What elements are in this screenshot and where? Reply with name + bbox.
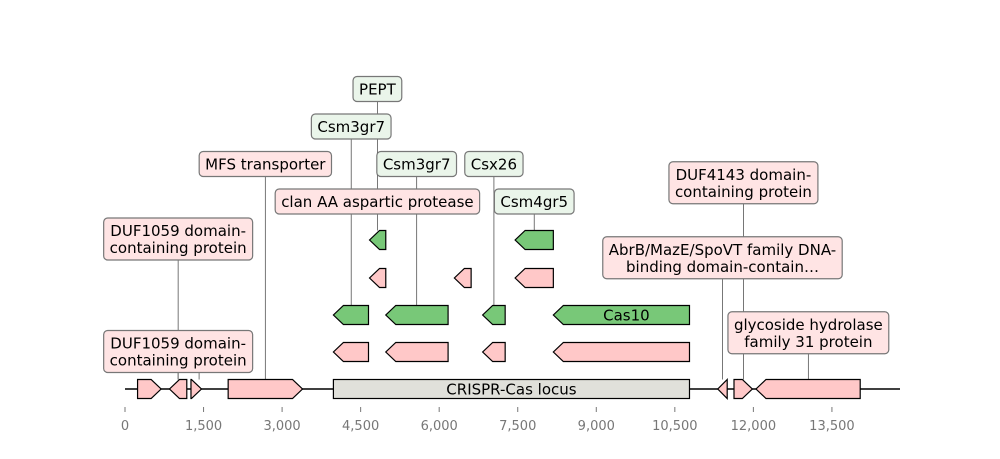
feature-label-box <box>668 161 819 205</box>
feature-label-box <box>493 188 575 215</box>
gene-arrow <box>384 304 449 326</box>
gene-arrow <box>368 267 387 289</box>
feature-label-text: PEPT <box>359 81 397 99</box>
feature-label-text: Csm3gr7 <box>383 156 451 174</box>
label-links <box>177 89 809 380</box>
gene-arrow <box>384 341 449 363</box>
gene-arrow <box>453 267 472 289</box>
feature-label-text: binding domain-contain… <box>626 258 819 276</box>
feature-labels: DUF1059 domain-containing proteinDUF1059… <box>103 75 890 374</box>
feature-label-box <box>727 311 890 355</box>
gene-arrow <box>368 229 387 251</box>
feature-label: Csm3gr7 <box>376 150 458 178</box>
feature-label-text: clan AA aspartic protease <box>281 193 473 211</box>
feature-label-text: Csm4gr5 <box>500 193 568 211</box>
x-axis: 0 1,500 3,000 4,500 6,000 7,500 9,000 10,500 12,… <box>121 407 855 434</box>
x-tick-label: 9,000 <box>578 419 615 434</box>
feature-label-box <box>103 217 254 261</box>
feature-label-box <box>103 329 254 374</box>
x-tick-label: 4,500 <box>342 419 379 434</box>
feature-label: PEPT <box>352 75 403 103</box>
feature-label-text: containing protein <box>675 183 812 201</box>
feature-label-box <box>274 188 481 215</box>
gene-arrow <box>227 378 304 400</box>
feature-label-text: Csm3gr7 <box>317 118 385 136</box>
gene-arrow <box>552 341 691 363</box>
x-tick-label: 0 <box>121 419 129 434</box>
x-tick-label: 7,500 <box>499 419 536 434</box>
crispr-cas-locus <box>332 378 691 400</box>
gene-arrow <box>733 378 754 400</box>
x-tick-label: 10,500 <box>652 419 698 434</box>
feature-label-text: AbrB/MazE/SpoVT family DNA- <box>609 241 836 259</box>
gene-arrow <box>168 378 188 400</box>
feature-label: DUF1059 domain-containing protein <box>103 217 254 261</box>
feature-label: DUF1059 domain-containing protein <box>103 329 254 374</box>
gene-arrow <box>716 378 728 400</box>
feature-label-box <box>376 150 458 178</box>
feature-label: AbrB/MazE/SpoVT family DNA-binding domai… <box>602 236 843 280</box>
feature-label-box <box>464 150 524 178</box>
x-tick-label: 13,500 <box>809 419 855 434</box>
feature-label: DUF4143 domain-containing protein <box>668 161 819 205</box>
gene-arrow <box>136 378 163 400</box>
gene-arrow <box>190 378 203 400</box>
x-tick-label: 3,000 <box>263 419 300 434</box>
gene-arrow <box>481 304 506 326</box>
gene-features: Cas10 <box>136 229 861 400</box>
gene-arrow <box>332 341 370 363</box>
gene-arrow <box>552 304 691 326</box>
feature-label-text: Csx26 <box>471 156 517 174</box>
gene-arrow <box>514 267 554 289</box>
feature-label: clan AA aspartic protease <box>274 188 481 215</box>
feature-label-text: DUF4143 domain- <box>676 166 812 184</box>
feature-label-box <box>310 113 392 140</box>
gene-label: Cas10 <box>603 307 650 325</box>
feature-label-box <box>602 236 843 280</box>
feature-label-text: DUF1059 domain- <box>110 222 246 240</box>
x-tick-label: 12,000 <box>731 419 777 434</box>
gene-arrow <box>481 341 506 363</box>
feature-label: Csx26 <box>464 150 524 178</box>
crispr-cas-locus-label: CRISPR-Cas locus <box>446 381 576 399</box>
x-tick-label: 6,000 <box>421 419 458 434</box>
feature-label-box <box>352 75 403 103</box>
feature-label: Csm3gr7 <box>310 113 392 140</box>
feature-label: Csm4gr5 <box>493 188 575 215</box>
feature-label-text: family 31 protein <box>744 333 872 351</box>
feature-label-text: containing protein <box>110 239 247 257</box>
x-tick-label: 1,500 <box>185 419 222 434</box>
feature-label-text: MFS transporter <box>205 156 326 174</box>
gene-arrow <box>332 304 370 326</box>
feature-label: MFS transporter <box>198 150 333 178</box>
gene-arrow <box>514 229 554 251</box>
feature-label-text: containing protein <box>110 352 247 370</box>
gene-arrow <box>755 378 861 400</box>
feature-label-text: DUF1059 domain- <box>110 335 246 353</box>
feature-label-text: glycoside hydrolase <box>734 316 883 334</box>
feature-label-box <box>198 150 333 178</box>
